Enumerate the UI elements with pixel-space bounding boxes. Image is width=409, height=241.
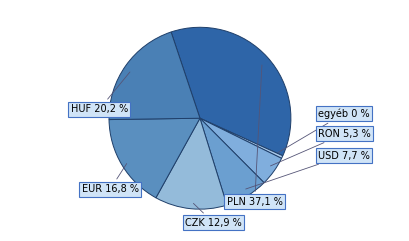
Wedge shape	[171, 27, 291, 156]
Text: CZK 12,9 %: CZK 12,9 %	[185, 203, 242, 228]
Text: PLN 37,1 %: PLN 37,1 %	[227, 65, 283, 207]
Text: egyéb 0 %: egyéb 0 %	[278, 108, 370, 153]
Wedge shape	[200, 118, 264, 205]
Text: EUR 16,8 %: EUR 16,8 %	[82, 164, 139, 194]
Wedge shape	[200, 118, 283, 158]
Text: HUF 20,2 %: HUF 20,2 %	[71, 72, 130, 114]
Wedge shape	[200, 118, 281, 183]
Text: RON 5,3 %: RON 5,3 %	[270, 129, 371, 166]
Wedge shape	[109, 32, 200, 120]
Text: USD 7,7 %: USD 7,7 %	[246, 151, 370, 189]
Wedge shape	[156, 118, 227, 209]
Wedge shape	[109, 118, 200, 198]
